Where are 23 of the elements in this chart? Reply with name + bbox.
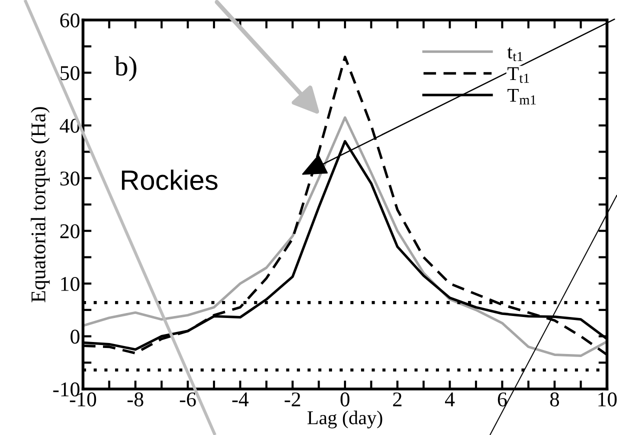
y-tick-label: 30	[60, 172, 80, 186]
legend-label: t$_{t1}$	[507, 47, 522, 62]
x-tick-label: 4	[445, 392, 455, 406]
x-tick-label: -2	[284, 392, 300, 406]
y-axis-title: Equatorial torques (Ha)	[30, 107, 50, 302]
x-tick-label: 2	[393, 392, 402, 406]
x-tick-label: -6	[180, 392, 196, 406]
x-tick-label: 6	[498, 392, 507, 406]
x-tick-label: 10	[598, 392, 617, 406]
annotation: b)	[114, 56, 136, 82]
y-tick-label: 50	[60, 66, 80, 80]
y-tick-label: 0	[70, 330, 80, 344]
y-tick-label: 10	[61, 276, 80, 292]
y-tick-label: 60	[60, 13, 80, 28]
legend-label: T$_{t1}$	[508, 67, 529, 83]
legend-label: T$_{m1}$	[508, 88, 536, 104]
x-tick-label: 0	[340, 392, 350, 406]
x-tick-label: 8	[550, 392, 560, 406]
x-axis-title: Lag (day)	[308, 410, 382, 428]
annotation: Rockies	[122, 170, 218, 190]
x-tick-label: -8	[128, 392, 144, 406]
y-tick-label: 20	[60, 224, 80, 238]
x-tick-label: -4	[232, 392, 249, 406]
